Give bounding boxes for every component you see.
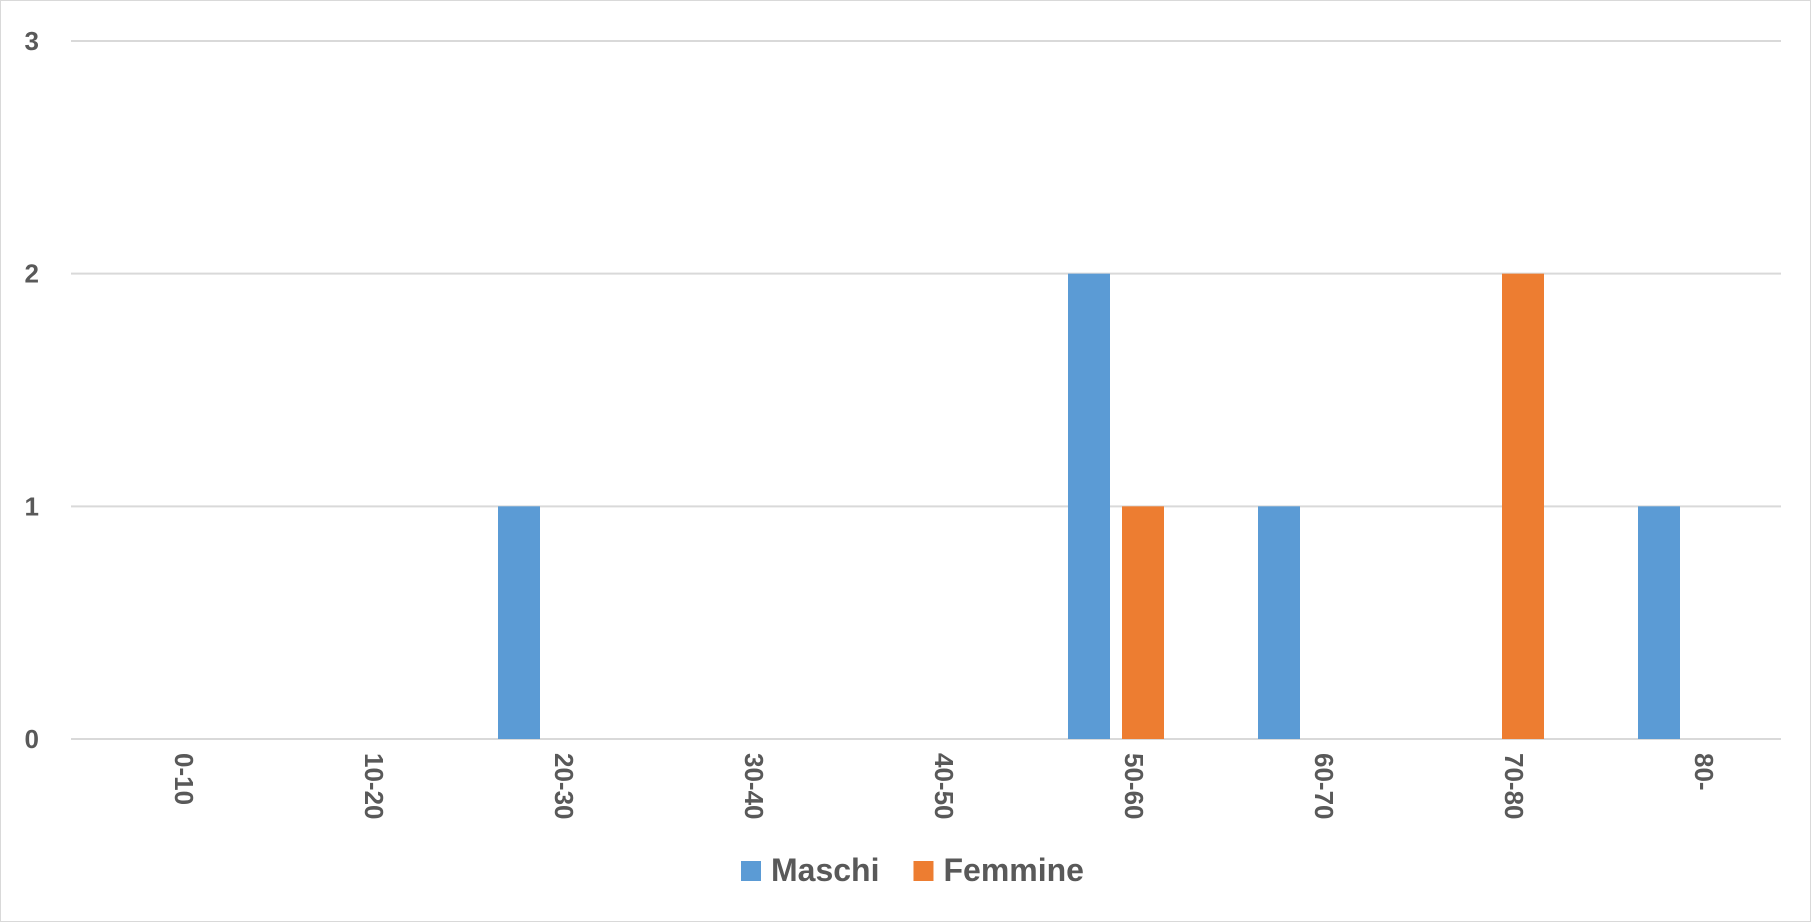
y-axis-tick-labels: 0 1 2 3 (25, 26, 39, 754)
legend-swatch-femmine (913, 861, 934, 881)
gridlines (71, 40, 1781, 740)
legend-label-maschi: Maschi (771, 852, 879, 888)
bar-maschi-20-30 (498, 506, 540, 739)
y-tick-label: 3 (25, 26, 39, 56)
legend-swatch-maschi (741, 861, 761, 881)
x-tick-label: 60-70 (1309, 753, 1339, 820)
bar-maschi-50-60 (1068, 273, 1110, 739)
bar-maschi-80- (1638, 506, 1680, 739)
x-tick-label: 30-40 (739, 753, 769, 820)
x-tick-label: 10-20 (359, 753, 389, 820)
legend-label-femmine: Femmine (943, 852, 1083, 888)
x-tick-label: 50-60 (1119, 753, 1149, 820)
y-tick-label: 2 (25, 259, 39, 289)
bar-femmine-50-60 (1122, 506, 1164, 739)
bar-femmine-70-80 (1502, 273, 1544, 739)
x-tick-label: 0-10 (169, 753, 199, 805)
bar-maschi-60-70 (1258, 506, 1300, 739)
x-tick-label: 40-50 (929, 753, 959, 820)
x-tick-label: 20-30 (549, 753, 579, 820)
x-tick-label: 70-80 (1499, 753, 1529, 820)
bars (498, 273, 1680, 739)
y-tick-label: 0 (25, 724, 39, 754)
x-axis-tick-labels: 0-10 10-20 20-30 30-40 40-50 50-60 60-70 70-80 8… (169, 753, 1719, 820)
x-tick-label: 80- (1689, 753, 1719, 791)
y-tick-label: 1 (25, 491, 39, 521)
legend: Maschi Femmine (741, 852, 1084, 888)
